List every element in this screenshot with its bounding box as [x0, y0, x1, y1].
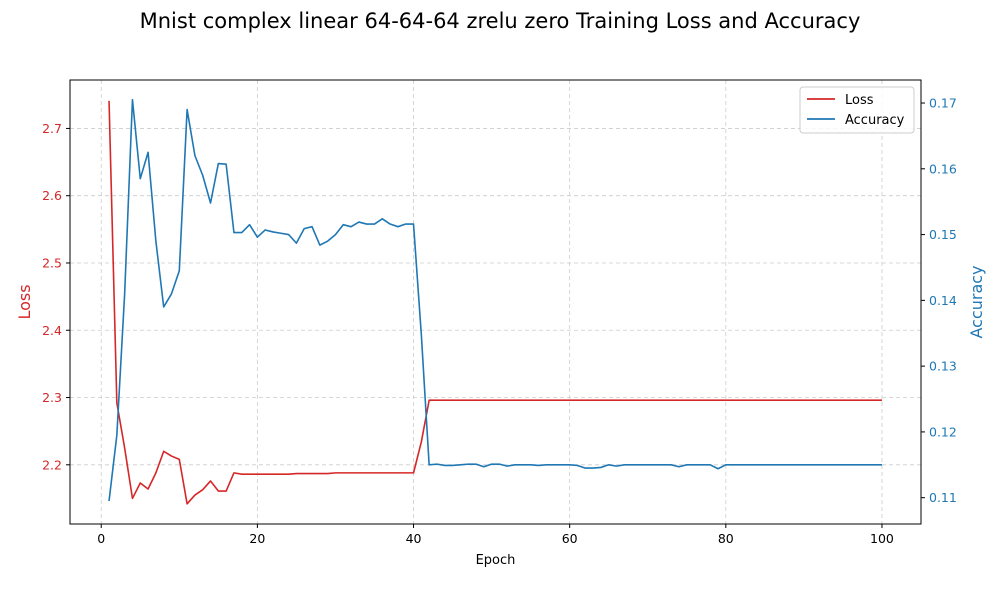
y-right-tick-label: 0.16	[929, 161, 957, 176]
x-tick-label: 20	[249, 531, 265, 546]
y-axis-right: 0.11 0.12 0.13 0.14 0.15 0.16 0.17	[921, 96, 957, 505]
x-tick-label: 60	[562, 531, 578, 546]
plot-lines	[108, 98, 882, 505]
legend: Loss Accuracy	[799, 86, 915, 134]
y-right-tick-label: 0.15	[929, 227, 957, 242]
legend-accuracy-label: Accuracy	[845, 113, 905, 128]
y-axis-left: 2.2 2.3 2.4 2.5 2.6 2.7	[42, 121, 70, 472]
y-left-tick-label: 2.3	[42, 390, 62, 405]
x-tick-label: 80	[718, 531, 734, 546]
x-tick-label: 100	[870, 531, 894, 546]
legend-loss-label: Loss	[845, 93, 874, 108]
y-left-tick-label: 2.7	[42, 121, 62, 136]
chart-title: Mnist complex linear 64-64-64 zrelu zero…	[140, 9, 861, 33]
x-axis-label: Epoch	[476, 553, 516, 568]
y-left-tick-label: 2.2	[42, 457, 62, 472]
y-right-tick-label: 0.14	[929, 293, 957, 308]
y-left-tick-label: 2.5	[42, 255, 62, 270]
x-tick-label: 0	[97, 531, 105, 546]
y-right-tick-label: 0.17	[929, 96, 957, 111]
y-axis-right-label: Accuracy	[967, 265, 986, 338]
plot-frame	[69, 79, 922, 525]
y-right-tick-label: 0.12	[929, 424, 957, 439]
y-left-tick-label: 2.4	[42, 323, 62, 338]
y-right-tick-label: 0.11	[929, 490, 957, 505]
grid	[70, 80, 921, 524]
y-axis-left-label: Loss	[15, 284, 34, 319]
series-line-loss	[108, 100, 882, 505]
y-right-tick-label: 0.13	[929, 359, 957, 374]
y-left-tick-label: 2.6	[42, 188, 62, 203]
series-line-accuracy	[108, 98, 882, 502]
x-axis: 0 20 40 60 80 100	[97, 524, 894, 546]
x-tick-label: 40	[406, 531, 422, 546]
